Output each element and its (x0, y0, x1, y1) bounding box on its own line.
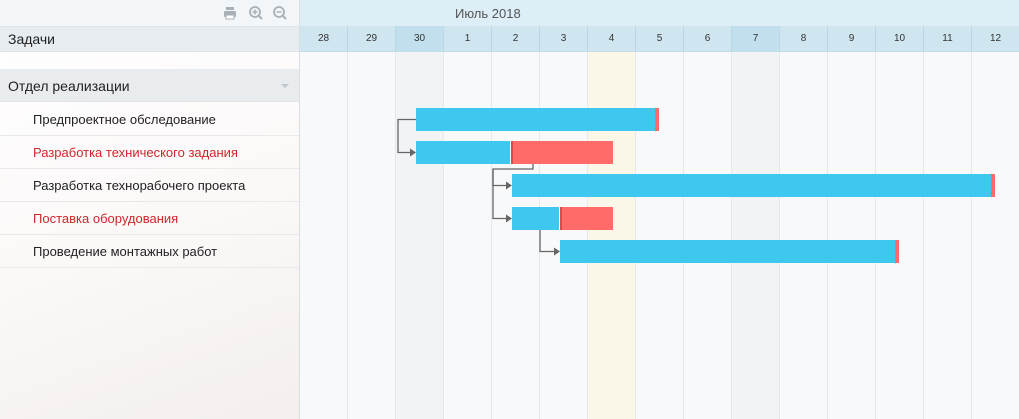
day-column (732, 52, 780, 419)
task-label: Поставка оборудования (33, 211, 179, 226)
overdue-bar-segment[interactable] (560, 207, 613, 230)
deadline-marker (895, 240, 899, 263)
day-header-cell: 10 (876, 26, 924, 52)
overdue-bar-segment[interactable] (511, 141, 613, 164)
print-icon[interactable] (222, 5, 238, 21)
day-header-cell: 8 (780, 26, 828, 52)
task-row[interactable]: Предпроектное обследование (0, 103, 299, 136)
deadline-marker (560, 207, 562, 230)
day-column (636, 52, 684, 419)
dependency-link (492, 169, 506, 220)
task-bar[interactable] (512, 174, 991, 197)
deadline-marker (655, 108, 659, 131)
day-header-cell: 5 (636, 26, 684, 52)
month-label: Июль 2018 (455, 6, 521, 21)
arrow-head-icon (506, 214, 512, 223)
day-column (828, 52, 876, 419)
dependency-link (539, 230, 554, 253)
day-column (876, 52, 924, 419)
arrow-head-icon (410, 148, 416, 157)
day-header-cell: 3 (540, 26, 588, 52)
day-column (348, 52, 396, 419)
tasks-column-header: Задачи (0, 26, 299, 52)
day-column (684, 52, 732, 419)
task-label: Проведение монтажных работ (33, 244, 218, 259)
day-header-cell: 12 (972, 26, 1019, 52)
deadline-marker (991, 174, 995, 197)
task-bar[interactable] (416, 108, 655, 131)
task-row[interactable]: Проведение монтажных работ (0, 235, 299, 268)
group-label: Отдел реализации (8, 78, 130, 94)
day-header-cell: 7 (732, 26, 780, 52)
zoom-in-icon[interactable] (248, 5, 264, 21)
collapse-caret-icon[interactable] (281, 84, 289, 88)
task-bar[interactable] (512, 207, 559, 230)
task-row[interactable]: Разработка технического задания (0, 136, 299, 169)
day-column (780, 52, 828, 419)
month-header: Июль 2018 (300, 0, 1019, 26)
dependency-links (397, 118, 560, 256)
day-header-cell: 29 (348, 26, 396, 52)
arrow-head-icon (554, 247, 560, 256)
group-row[interactable]: Отдел реализации (0, 69, 299, 102)
gantt-chart-panel: Июль 2018 28 29 30 1 2 3 4 5 6 7 8 9 10 11 12 (300, 0, 1019, 419)
day-header-cell: 9 (828, 26, 876, 52)
task-row[interactable]: Разработка технорабочего проекта (0, 169, 299, 202)
task-label: Предпроектное обследование (33, 112, 216, 127)
day-header-cell: 1 (444, 26, 492, 52)
day-header-cell: 30 (396, 26, 444, 52)
task-label: Разработка технического задания (33, 145, 238, 160)
day-column (540, 52, 588, 419)
task-row[interactable]: Поставка оборудования (0, 202, 299, 235)
task-bar[interactable] (416, 141, 510, 164)
task-list-panel: Задачи Отдел реализации Предпроектное об… (0, 0, 300, 419)
day-header-cell: 6 (684, 26, 732, 52)
arrow-head-icon (506, 181, 512, 190)
dependency-link (397, 118, 416, 154)
task-bar[interactable] (560, 240, 895, 263)
tasks-header-label: Задачи (8, 31, 56, 47)
day-column (300, 52, 348, 419)
day-header-cell: 2 (492, 26, 540, 52)
day-header-cell: 4 (588, 26, 636, 52)
day-header-cell: 28 (300, 26, 348, 52)
zoom-out-icon[interactable] (272, 5, 288, 21)
toolbar (0, 0, 299, 26)
deadline-marker (511, 141, 513, 164)
day-header-cell: 11 (924, 26, 972, 52)
day-column (444, 52, 492, 419)
day-column (924, 52, 972, 419)
task-label: Разработка технорабочего проекта (33, 178, 246, 193)
